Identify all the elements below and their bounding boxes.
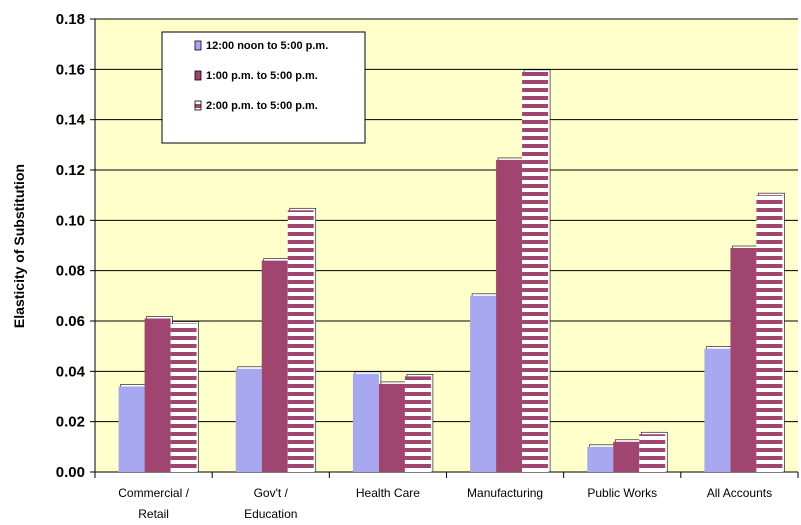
bar (235, 368, 262, 472)
y-tick-label: 0.04 (56, 363, 86, 380)
x-tick-label: Public Works (587, 486, 657, 500)
bar (261, 260, 288, 472)
bar (404, 376, 431, 472)
y-tick-label: 0.06 (56, 313, 85, 330)
bar (704, 348, 731, 472)
legend: 12:00 noon to 5:00 p.m. 1:00 p.m. to 5:00… (161, 31, 366, 144)
bar (587, 446, 614, 472)
bar (730, 248, 757, 472)
bar (287, 210, 314, 472)
bar (352, 373, 379, 472)
y-tick-label: 0.10 (56, 212, 85, 229)
y-tick-label: 0.14 (56, 112, 86, 129)
y-tick-label: 0.00 (56, 464, 85, 481)
bar (496, 159, 523, 472)
x-tick-label: Gov't / (254, 486, 289, 500)
bar (639, 434, 666, 472)
bar (144, 318, 171, 472)
y-tick-label: 0.12 (56, 162, 85, 179)
legend-label: 1:00 p.m. to 5:00 p.m. (206, 70, 318, 82)
x-tick-label: Education (244, 507, 297, 521)
legend-label: 12:00 noon to 5:00 p.m. (206, 40, 328, 52)
legend-box (161, 31, 366, 144)
legend-swatch (194, 40, 202, 51)
x-tick-label: Retail (138, 507, 169, 521)
x-tick-label: Commercial / (118, 486, 189, 500)
y-tick-label: 0.16 (56, 61, 85, 78)
bar (613, 441, 640, 472)
bar (170, 323, 197, 472)
y-tick-label: 0.08 (56, 263, 85, 280)
x-tick-label: All Accounts (707, 486, 772, 500)
legend-swatch (194, 100, 202, 111)
bar (522, 71, 549, 472)
bar (378, 383, 405, 472)
legend-swatch (194, 70, 202, 81)
y-tick-label: 0.02 (56, 414, 85, 431)
bar (756, 195, 783, 472)
legend-label: 2:00 p.m. to 5:00 p.m. (206, 100, 318, 112)
bar (470, 295, 497, 472)
bar (118, 386, 145, 472)
x-tick-label: Manufacturing (467, 486, 543, 500)
x-tick-label: Health Care (356, 486, 420, 500)
y-axis-label: Elasticity of Substitution (11, 164, 27, 328)
y-tick-label: 0.18 (56, 11, 85, 28)
